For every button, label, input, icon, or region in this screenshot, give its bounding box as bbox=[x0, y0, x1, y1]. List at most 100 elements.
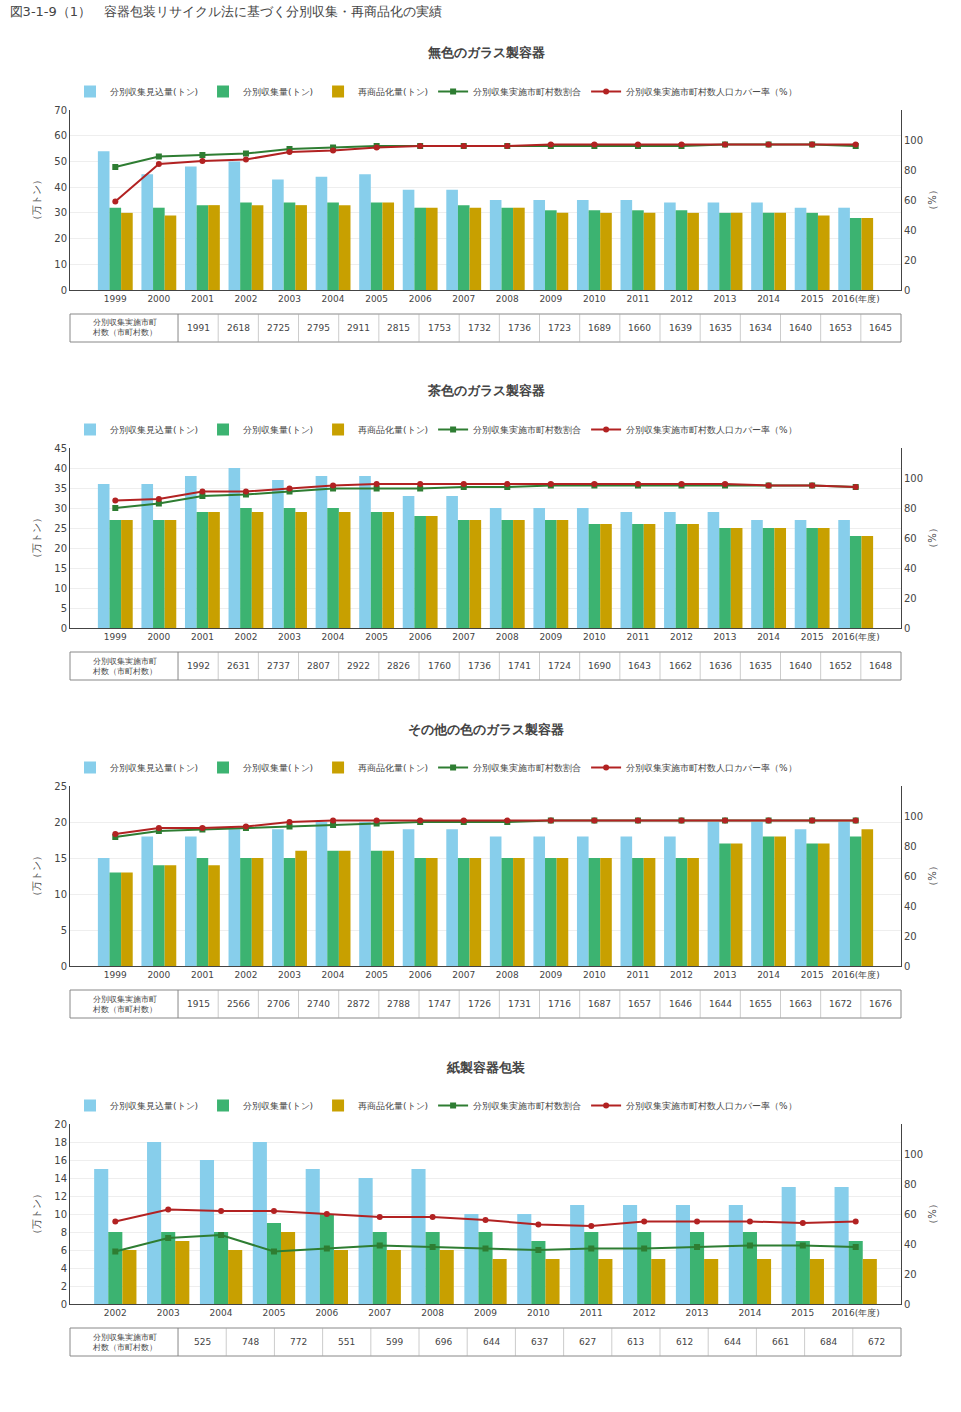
svg-text:20: 20 bbox=[904, 255, 917, 266]
svg-text:2014: 2014 bbox=[757, 970, 780, 980]
svg-text:分別収集量(トン): 分別収集量(トン) bbox=[243, 87, 313, 97]
svg-text:2725: 2725 bbox=[267, 323, 290, 333]
svg-text:1640: 1640 bbox=[789, 661, 812, 671]
svg-text:2004: 2004 bbox=[210, 1308, 233, 1318]
svg-text:15: 15 bbox=[54, 853, 67, 864]
svg-text:2016(年度): 2016(年度) bbox=[832, 632, 880, 642]
svg-text:分別収集実施市町村数割合: 分別収集実施市町村数割合 bbox=[473, 87, 581, 97]
svg-text:0: 0 bbox=[61, 961, 67, 972]
svg-text:40: 40 bbox=[54, 463, 67, 474]
svg-text:2013: 2013 bbox=[714, 294, 737, 304]
svg-text:2004: 2004 bbox=[322, 970, 345, 980]
svg-text:2014: 2014 bbox=[757, 294, 780, 304]
svg-text:16: 16 bbox=[54, 1155, 67, 1166]
svg-text:1644: 1644 bbox=[709, 999, 732, 1009]
svg-text:1999: 1999 bbox=[104, 294, 127, 304]
svg-text:2008: 2008 bbox=[421, 1308, 444, 1318]
svg-text:15: 15 bbox=[54, 563, 67, 574]
svg-text:2005: 2005 bbox=[365, 294, 388, 304]
svg-text:2807: 2807 bbox=[307, 661, 330, 671]
svg-text:5: 5 bbox=[61, 603, 67, 614]
svg-text:2788: 2788 bbox=[387, 999, 410, 1009]
svg-text:2002: 2002 bbox=[104, 1308, 127, 1318]
svg-text:2008: 2008 bbox=[496, 632, 519, 642]
svg-text:1655: 1655 bbox=[749, 999, 772, 1009]
svg-text:分別収集見込量(トン): 分別収集見込量(トン) bbox=[110, 87, 198, 97]
svg-text:40: 40 bbox=[904, 1239, 917, 1250]
svg-text:2002: 2002 bbox=[235, 970, 258, 980]
svg-text:20: 20 bbox=[54, 817, 67, 828]
svg-text:60: 60 bbox=[54, 130, 67, 141]
svg-text:1639: 1639 bbox=[669, 323, 692, 333]
svg-text:2007: 2007 bbox=[452, 294, 475, 304]
svg-text:1731: 1731 bbox=[508, 999, 531, 1009]
svg-text:茶色のガラス製容器: 茶色のガラス製容器 bbox=[427, 383, 545, 398]
svg-text:637: 637 bbox=[531, 1337, 548, 1347]
svg-text:2014: 2014 bbox=[738, 1308, 761, 1318]
svg-text:2795: 2795 bbox=[307, 323, 330, 333]
svg-text:20: 20 bbox=[904, 593, 917, 604]
svg-text:12: 12 bbox=[54, 1191, 67, 1202]
svg-text:4: 4 bbox=[61, 1263, 67, 1274]
svg-text:40: 40 bbox=[904, 901, 917, 912]
svg-text:1676: 1676 bbox=[869, 999, 892, 1009]
svg-text:1646: 1646 bbox=[669, 999, 692, 1009]
svg-text:2737: 2737 bbox=[267, 661, 290, 671]
svg-text:20: 20 bbox=[54, 1119, 67, 1130]
svg-text:紙製容器包装: 紙製容器包装 bbox=[446, 1060, 525, 1075]
svg-text:2001: 2001 bbox=[191, 970, 214, 980]
svg-text:748: 748 bbox=[242, 1337, 259, 1347]
svg-text:2010: 2010 bbox=[583, 970, 606, 980]
svg-text:無色のガラス製容器: 無色のガラス製容器 bbox=[427, 45, 545, 60]
svg-text:612: 612 bbox=[676, 1337, 693, 1347]
svg-text:2007: 2007 bbox=[368, 1308, 391, 1318]
svg-text:（万トン）: （万トン） bbox=[31, 175, 42, 225]
svg-text:2003: 2003 bbox=[157, 1308, 180, 1318]
svg-text:1689: 1689 bbox=[588, 323, 611, 333]
svg-text:2007: 2007 bbox=[452, 632, 475, 642]
svg-text:1747: 1747 bbox=[428, 999, 451, 1009]
svg-text:50: 50 bbox=[54, 156, 67, 167]
svg-text:分別収集量(トン): 分別収集量(トン) bbox=[243, 1101, 313, 1111]
svg-text:再商品化量(トン): 再商品化量(トン) bbox=[358, 425, 428, 435]
svg-text:30: 30 bbox=[54, 207, 67, 218]
svg-text:2004: 2004 bbox=[322, 632, 345, 642]
svg-text:2740: 2740 bbox=[307, 999, 330, 1009]
svg-text:80: 80 bbox=[904, 503, 917, 514]
svg-text:2009: 2009 bbox=[539, 632, 562, 642]
svg-text:1999: 1999 bbox=[104, 632, 127, 642]
svg-text:0: 0 bbox=[61, 1299, 67, 1310]
svg-text:551: 551 bbox=[338, 1337, 355, 1347]
svg-text:1716: 1716 bbox=[548, 999, 571, 1009]
svg-text:再商品化量(トン): 再商品化量(トン) bbox=[358, 763, 428, 773]
svg-text:分別収集実施市町村数人口カバー率（%）: 分別収集実施市町村数人口カバー率（%） bbox=[626, 763, 797, 773]
svg-text:分別収集実施市町村数（市町村数）: 分別収集実施市町村数（市町村数） bbox=[92, 995, 157, 1014]
svg-text:2010: 2010 bbox=[583, 294, 606, 304]
svg-text:（%）: （%） bbox=[927, 523, 938, 553]
svg-text:1635: 1635 bbox=[709, 323, 732, 333]
svg-text:2012: 2012 bbox=[633, 1308, 656, 1318]
svg-text:2002: 2002 bbox=[235, 294, 258, 304]
svg-text:10: 10 bbox=[54, 1209, 67, 1220]
svg-text:1726: 1726 bbox=[468, 999, 491, 1009]
svg-text:10: 10 bbox=[54, 583, 67, 594]
svg-text:（万トン）: （万トン） bbox=[31, 513, 42, 563]
svg-text:2012: 2012 bbox=[670, 294, 693, 304]
svg-text:1724: 1724 bbox=[548, 661, 571, 671]
svg-text:1690: 1690 bbox=[588, 661, 611, 671]
svg-text:5: 5 bbox=[61, 925, 67, 936]
svg-text:1636: 1636 bbox=[709, 661, 732, 671]
svg-text:2004: 2004 bbox=[322, 294, 345, 304]
svg-text:1999: 1999 bbox=[104, 970, 127, 980]
svg-text:80: 80 bbox=[904, 1179, 917, 1190]
svg-text:2011: 2011 bbox=[580, 1308, 603, 1318]
svg-text:分別収集量(トン): 分別収集量(トン) bbox=[243, 763, 313, 773]
svg-text:25: 25 bbox=[54, 781, 67, 792]
svg-text:40: 40 bbox=[904, 225, 917, 236]
svg-text:525: 525 bbox=[194, 1337, 211, 1347]
svg-text:2000: 2000 bbox=[147, 632, 170, 642]
svg-text:2005: 2005 bbox=[263, 1308, 286, 1318]
svg-text:分別収集見込量(トン): 分別収集見込量(トン) bbox=[110, 1101, 198, 1111]
svg-text:2016(年度): 2016(年度) bbox=[832, 294, 880, 304]
svg-text:2012: 2012 bbox=[670, 632, 693, 642]
